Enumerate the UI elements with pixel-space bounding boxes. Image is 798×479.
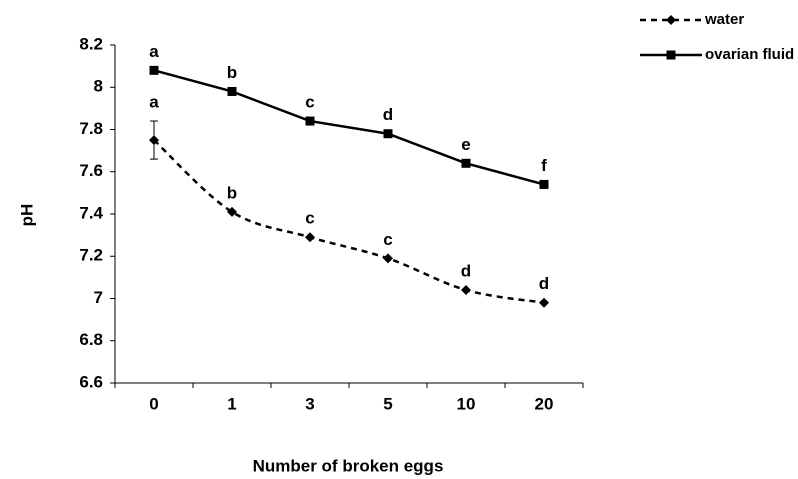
x-tick-label: 1 — [227, 394, 236, 413]
y-tick-label: 8.2 — [79, 34, 103, 53]
x-tick-label: 0 — [149, 394, 158, 413]
data-point — [227, 206, 237, 217]
y-tick-label: 7.8 — [79, 119, 103, 138]
data-point — [461, 285, 471, 296]
significance-letter: a — [149, 42, 159, 61]
data-point — [383, 129, 393, 139]
series-line — [153, 139, 545, 304]
significance-letter: e — [461, 135, 470, 154]
y-tick-label: 8 — [94, 77, 103, 96]
y-tick-label: 6.8 — [79, 330, 103, 349]
data-point — [149, 135, 159, 146]
x-axis-label: Number of broken eggs — [253, 456, 444, 475]
significance-letter: b — [227, 183, 237, 202]
y-tick-label: 7.2 — [79, 246, 103, 265]
data-point — [227, 86, 237, 96]
data-point — [383, 253, 393, 264]
data-point — [539, 297, 549, 308]
significance-letter: d — [539, 274, 549, 293]
series-line — [153, 69, 545, 186]
significance-letter: c — [305, 93, 314, 112]
x-tick-label: 5 — [383, 394, 392, 413]
y-tick-label: 7 — [94, 288, 103, 307]
data-point — [305, 232, 315, 243]
legend-label: ovarian fluid — [705, 46, 794, 63]
y-axis-label: pH — [17, 204, 36, 227]
legend: water ovarian fluid — [640, 11, 794, 63]
x-tick-label: 20 — [535, 394, 554, 413]
data-point — [461, 158, 471, 168]
significance-letter: a — [149, 93, 159, 112]
data-point — [305, 116, 315, 126]
y-tick-label: 7.6 — [79, 161, 103, 180]
significance-letter: d — [383, 105, 393, 124]
significance-letter: d — [461, 262, 471, 281]
legend-label: water — [704, 11, 744, 28]
data-point — [149, 65, 159, 75]
significance-letter: f — [541, 156, 547, 175]
y-tick-label: 7.4 — [79, 203, 103, 222]
x-tick-label: 3 — [305, 394, 314, 413]
legend-marker — [666, 50, 676, 60]
data-point — [539, 179, 549, 189]
x-tick-label: 10 — [457, 394, 476, 413]
legend-marker — [666, 15, 676, 25]
significance-letter: b — [227, 63, 237, 82]
significance-letter: c — [383, 230, 392, 249]
y-tick-label: 6.6 — [79, 372, 103, 391]
significance-letter: c — [305, 209, 314, 228]
